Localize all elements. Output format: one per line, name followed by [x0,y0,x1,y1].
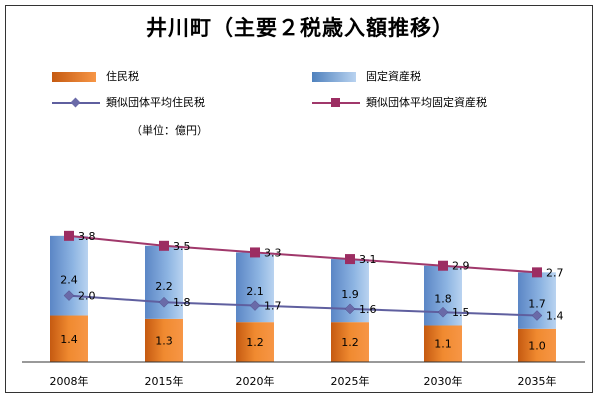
bar-resident-tax [424,325,462,362]
marker-avg-fixed [64,230,74,241]
marker-avg-fixed [250,247,260,258]
chart-title: 井川町（主要２税歳入額推移） [146,16,454,40]
marker-avg-fixed [532,267,542,278]
legend-swatch-resident-tax [52,72,96,82]
data-label-avg-resident: 1.5 [452,306,470,319]
marker-avg-resident [437,306,449,318]
data-label-avg-fixed: 2.9 [452,260,470,273]
bar-resident-tax [50,315,88,362]
data-label-avg-fixed: 3.8 [78,230,96,243]
marker-avg-resident [531,310,543,321]
data-label-resident-tax: 1.0 [528,339,546,352]
data-label-avg-fixed: 3.3 [264,246,282,259]
square-marker-icon [331,98,340,107]
data-label-resident-tax: 1.4 [60,333,78,346]
data-label-fixed-asset-tax: 1.7 [528,297,546,310]
marker-avg-fixed [345,254,355,265]
data-label-avg-resident: 2.0 [78,290,96,303]
marker-avg-resident [158,296,170,308]
data-label-fixed-asset-tax: 2.1 [246,285,264,298]
bar-fixed-asset-tax [50,235,88,316]
data-label-avg-resident: 1.7 [264,300,282,313]
data-label-resident-tax: 1.2 [341,336,359,349]
data-label-avg-fixed: 2.7 [546,266,564,279]
data-label-avg-resident: 1.6 [359,303,377,316]
data-label-fixed-asset-tax: 2.2 [155,280,173,293]
data-label-avg-resident: 1.4 [546,310,564,323]
marker-avg-fixed [438,260,448,271]
x-tick-label: 2015年 [145,374,184,388]
data-label-resident-tax: 1.1 [434,338,452,351]
x-tick-label: 2008年 [50,374,89,388]
marker-avg-fixed [159,240,169,251]
marker-avg-resident [249,300,261,311]
x-tick-label: 2025年 [331,374,370,388]
legend-label-resident-tax: 住民税 [106,70,139,83]
legend-swatch-fixed-asset-tax [312,72,356,82]
x-tick-label: 2030年 [424,374,463,388]
bar-resident-tax [236,322,274,362]
data-label-fixed-asset-tax: 2.4 [60,274,78,287]
legend-label-fixed-asset-tax: 固定資産税 [366,70,421,83]
data-label-resident-tax: 1.3 [155,334,173,347]
x-tick-label: 2020年 [236,374,275,388]
bar-resident-tax [518,328,556,362]
legend-label-avg-resident: 類似団体平均住民税 [106,96,205,109]
marker-avg-resident [344,303,356,315]
data-label-resident-tax: 1.2 [246,336,264,349]
chart-frame [5,5,593,393]
data-label-avg-fixed: 3.1 [359,253,377,266]
marker-avg-resident [63,290,75,301]
data-label-fixed-asset-tax: 1.8 [434,293,452,306]
line-avg-resident [68,294,538,317]
bar-resident-tax [331,322,369,362]
unit-note: （単位：億円） [131,124,208,137]
line-avg-fixed [68,234,538,274]
legend-label-avg-fixed: 類似団体平均固定資産税 [366,96,487,109]
data-label-avg-resident: 1.8 [173,296,191,309]
bar-resident-tax [145,318,183,362]
data-label-avg-fixed: 3.5 [173,240,191,253]
data-label-fixed-asset-tax: 1.9 [341,288,359,301]
x-tick-label: 2035年 [518,374,557,388]
